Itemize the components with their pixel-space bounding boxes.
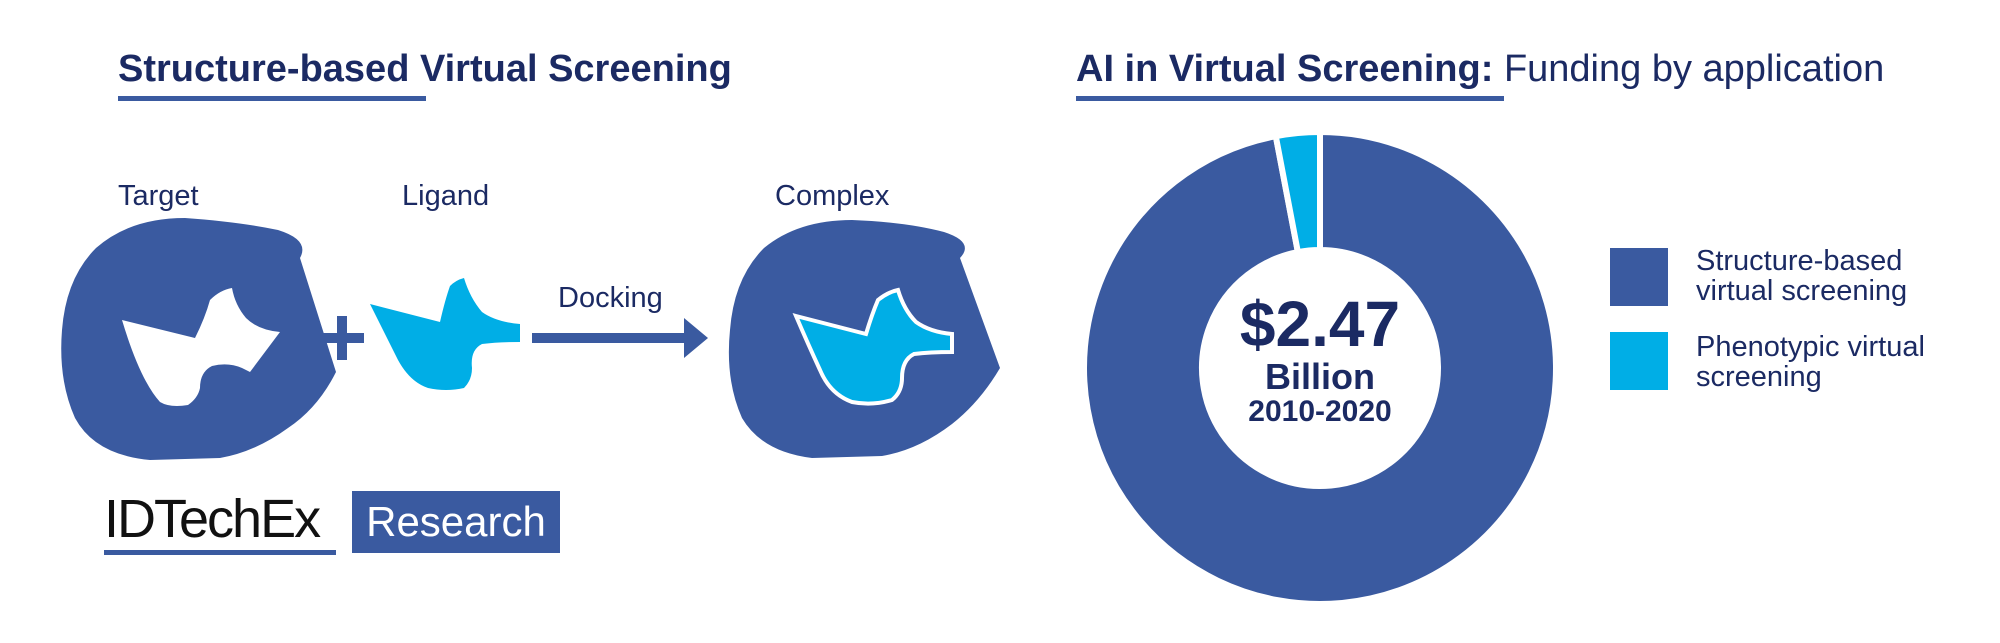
center-unit: Billion bbox=[1265, 356, 1375, 397]
complex-icon bbox=[728, 220, 1000, 458]
docking-label: Docking bbox=[558, 282, 663, 314]
center-value: $2.47 bbox=[1239, 288, 1401, 360]
legend-label-structure: Structure-based virtual screening bbox=[1696, 245, 1908, 307]
logo-underline bbox=[104, 550, 336, 555]
donut-hole bbox=[1202, 250, 1438, 486]
center-years: 2010-2020 bbox=[1248, 395, 1392, 428]
plus-icon bbox=[320, 316, 364, 360]
left-title-underline bbox=[118, 96, 426, 101]
research-badge: Research bbox=[352, 491, 560, 553]
complex-label: Complex bbox=[775, 180, 890, 212]
right-title-underline bbox=[1076, 96, 1504, 101]
funding-donut-chart bbox=[1081, 128, 1559, 607]
right-panel-title: AI in Virtual Screening: Funding by appl… bbox=[1076, 48, 1885, 90]
docking-illustration bbox=[61, 218, 1000, 460]
legend-swatch-structure bbox=[1610, 248, 1668, 306]
ligand-icon bbox=[370, 278, 520, 390]
idtechex-logo: IDTechEx bbox=[104, 489, 321, 549]
left-panel-title: Structure-based Virtual Screening bbox=[118, 48, 732, 90]
legend-swatch-phenotypic bbox=[1610, 332, 1668, 390]
legend-label-phenotypic: Phenotypic virtual screening bbox=[1696, 331, 1925, 393]
docking-arrow-icon bbox=[532, 318, 708, 358]
ligand-label: Ligand bbox=[402, 180, 490, 212]
target-label: Target bbox=[118, 180, 199, 212]
target-protein-icon bbox=[61, 218, 336, 460]
